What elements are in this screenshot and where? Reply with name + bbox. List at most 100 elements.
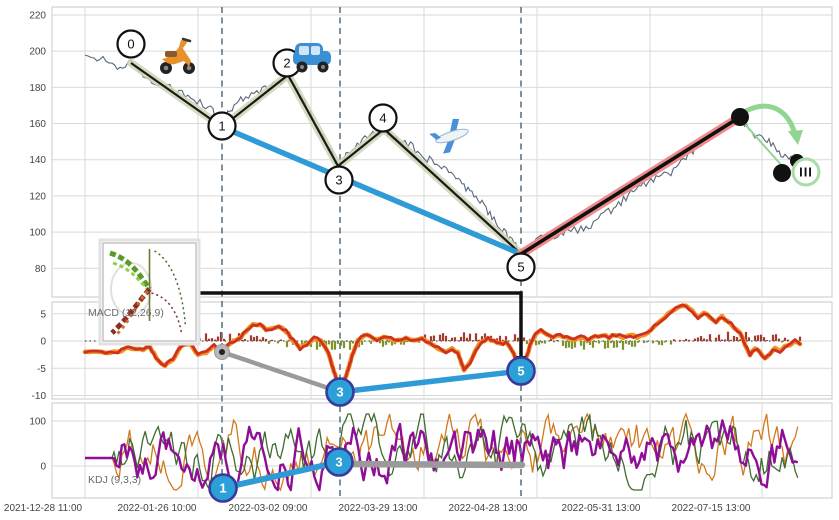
y-tick-label: 100 — [29, 228, 46, 239]
projection-arrowhead[interactable] — [788, 130, 803, 145]
y-tick-label: 220 — [29, 11, 46, 22]
wave-point-marker[interactable] — [324, 165, 354, 195]
macd-hist-bar — [564, 341, 568, 349]
x-tick-label: 2022-04-28 13:00 — [449, 503, 528, 514]
kdj-point-marker[interactable] — [208, 473, 238, 503]
macd-hist-bar — [735, 337, 739, 341]
macd-hist-bar — [771, 334, 775, 341]
x-tick-label: 2022-03-29 13:00 — [339, 503, 418, 514]
macd-hist-bar — [525, 341, 529, 345]
blue-trendline[interactable] — [219, 124, 524, 257]
macd-hist-bar — [726, 331, 730, 341]
macd-hist-bar — [567, 341, 571, 348]
macd-hist-bar — [204, 333, 208, 341]
axis-tick-labels: 2202001801601401201008050-5-1010002021-1… — [4, 11, 751, 515]
target-ring-label: III — [799, 165, 813, 180]
macd-hist-bar — [759, 334, 763, 341]
projection-arrow[interactable] — [741, 103, 799, 141]
macd-hist-bar — [384, 341, 388, 345]
y-tick-label: 100 — [29, 417, 46, 428]
macd-hist-bar — [255, 335, 259, 341]
y-tick-label: 140 — [29, 155, 46, 166]
macd-hist-bar — [660, 341, 664, 346]
kdj-gray-line[interactable] — [335, 460, 526, 469]
macd-hist-bar — [606, 341, 610, 348]
macd-hist-bar — [600, 341, 604, 342]
kdj-point-label: 1 — [219, 481, 226, 496]
macd-hist-bar — [345, 341, 349, 342]
macd-hist-bar — [462, 332, 466, 341]
macd-hist-bar — [780, 341, 784, 343]
macd-point-marker[interactable] — [506, 356, 536, 386]
macd-hist-bar — [657, 341, 661, 345]
macd-hist-bar — [594, 341, 598, 343]
macd-hist-bar — [774, 334, 778, 341]
wave-point-label: 1 — [218, 119, 225, 134]
inset-thumbnail[interactable] — [98, 238, 201, 346]
macd-hist-bar — [348, 341, 352, 350]
y-tick-label: -5 — [37, 364, 46, 375]
x-tick-label: 2022-03-02 09:00 — [229, 503, 308, 514]
macd-hist-bar — [450, 337, 454, 341]
macd-hist-bar — [378, 341, 382, 344]
kdj-point-marker[interactable] — [324, 447, 354, 477]
macd-hist-bar — [318, 341, 322, 347]
macd-hist-bar — [765, 339, 769, 341]
macd-hist-bar — [696, 337, 700, 341]
wave-point-marker[interactable] — [506, 252, 536, 282]
gray-link-line[interactable] — [219, 349, 343, 395]
macd-hist-bar — [669, 341, 673, 345]
macd-hist-bar — [603, 341, 607, 349]
macd-hist-bar — [654, 341, 658, 342]
wave-line[interactable] — [130, 62, 522, 255]
inset-connector-line[interactable] — [196, 291, 523, 356]
green-fall-line[interactable] — [742, 121, 785, 169]
y-tick-label: 200 — [29, 47, 46, 58]
wave-point-marker[interactable] — [368, 103, 398, 133]
macd-hist-bar — [405, 341, 409, 343]
macd-hist-bar — [240, 339, 244, 341]
macd-hist-bar — [417, 341, 421, 343]
x-tick-label: 2022-01-26 10:00 — [118, 503, 197, 514]
wave-point-marker[interactable] — [116, 29, 146, 59]
macd-hist-bar — [552, 341, 556, 343]
gray-dot-center — [219, 349, 225, 355]
macd-hist-bar — [672, 339, 676, 341]
scooter-icon[interactable] — [160, 37, 195, 74]
target-ring[interactable] — [791, 157, 821, 187]
macd-hist-bar — [633, 341, 637, 347]
macd-hist-bar — [453, 337, 457, 341]
macd-blue-line[interactable] — [337, 368, 524, 395]
macd-hist-bar — [747, 337, 751, 341]
macd-hist-bar — [477, 339, 481, 341]
rally-line[interactable] — [519, 115, 742, 256]
macd-point-marker[interactable] — [325, 377, 355, 407]
macd-hist-bar — [591, 341, 595, 348]
black-dot-marker[interactable] — [731, 108, 749, 126]
sticker-icons[interactable]: III — [160, 37, 821, 187]
black-dot-marker[interactable] — [773, 164, 791, 182]
wave-point-marker[interactable] — [207, 111, 237, 141]
macd-hist-bar — [474, 333, 478, 341]
macd-hist-bar — [399, 341, 403, 345]
macd-hist-bar — [342, 341, 346, 349]
wave-point-label: 0 — [127, 37, 134, 52]
macd-hist-bar — [447, 340, 451, 341]
annotations[interactable]: 3 5 1 3 0 1 2 3 4 5 — [98, 29, 745, 503]
macd-hist-bar — [327, 341, 331, 345]
plane-icon[interactable] — [427, 116, 473, 157]
macd-hist-bar — [219, 331, 223, 341]
macd-hist-bar — [516, 337, 520, 341]
macd-hist-bar — [522, 337, 526, 341]
macd-hist-bar — [495, 338, 499, 341]
macd-hist-bar — [351, 341, 355, 344]
macd-hist-bar — [717, 334, 721, 341]
macd-hist-bar — [537, 341, 541, 345]
macd-hist-bar — [258, 339, 262, 341]
macd-hist-bar — [438, 334, 442, 341]
macd-hist-bar — [465, 337, 469, 341]
macd-hist-bar — [678, 339, 682, 341]
kdj-blue-line[interactable] — [220, 459, 342, 491]
macd-hist-bar — [471, 340, 475, 341]
car-icon[interactable] — [293, 43, 331, 73]
